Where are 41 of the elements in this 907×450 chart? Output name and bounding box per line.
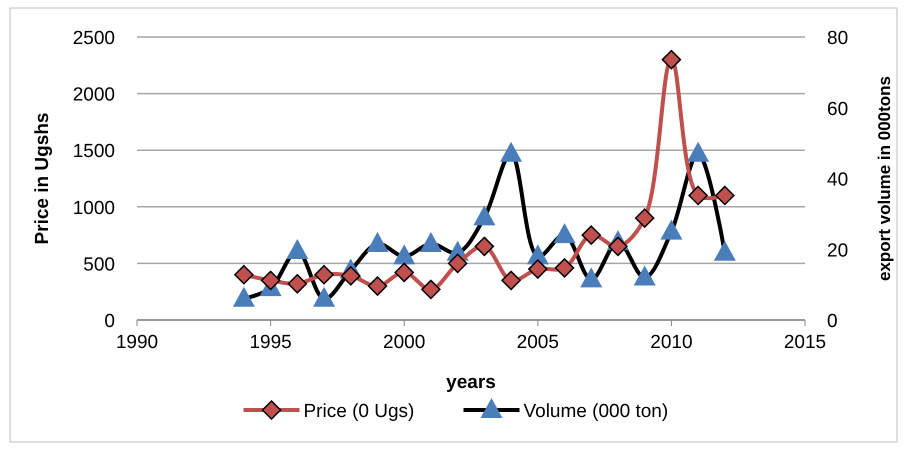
- y2-tick-label: 40: [827, 170, 848, 190]
- y-tick-label: 2000: [72, 84, 115, 106]
- y2-tick-label: 0: [827, 311, 838, 332]
- point: [581, 225, 601, 245]
- point: [608, 236, 628, 256]
- x-tick-label: 1995: [249, 332, 292, 353]
- y-tick-label: 500: [83, 254, 115, 276]
- y-tick-label: 1500: [72, 141, 115, 162]
- legend-label: Volume (000 ton): [524, 401, 668, 422]
- point: [634, 208, 654, 228]
- x-axis-title: years: [446, 372, 496, 393]
- point: [314, 264, 334, 284]
- point: [528, 259, 548, 279]
- point: [501, 270, 521, 290]
- point: [474, 236, 494, 256]
- point: [260, 270, 280, 290]
- point: [715, 186, 735, 206]
- x-tick-label: 1990: [116, 332, 158, 353]
- y2-tick-label: 80: [827, 28, 848, 49]
- point: [288, 274, 308, 294]
- y2-tick-label: 60: [827, 98, 848, 120]
- point: [421, 280, 441, 300]
- y-tick-label: 0: [104, 311, 115, 332]
- y2-tick-label: 20: [827, 240, 848, 262]
- x-tick-label: 2000: [383, 332, 426, 353]
- point: [234, 264, 254, 284]
- legend-label: Price (0 Ugs): [304, 401, 414, 422]
- x-tick-label: 2005: [516, 332, 559, 353]
- point: [662, 50, 682, 70]
- x-tick-label: 2015: [784, 332, 826, 353]
- point: [448, 254, 468, 274]
- y-tick-label: 2500: [72, 28, 115, 49]
- point: [688, 186, 708, 206]
- point: [394, 262, 414, 282]
- y-tick-label: 1000: [72, 198, 115, 219]
- point: [368, 276, 388, 296]
- x-tick-label: 2010: [650, 332, 693, 353]
- y-axis-title: Price in Ugshs: [32, 112, 53, 244]
- point: [554, 258, 574, 278]
- y2-axis-title: export volume in 000tons: [875, 76, 894, 281]
- point: [341, 266, 361, 286]
